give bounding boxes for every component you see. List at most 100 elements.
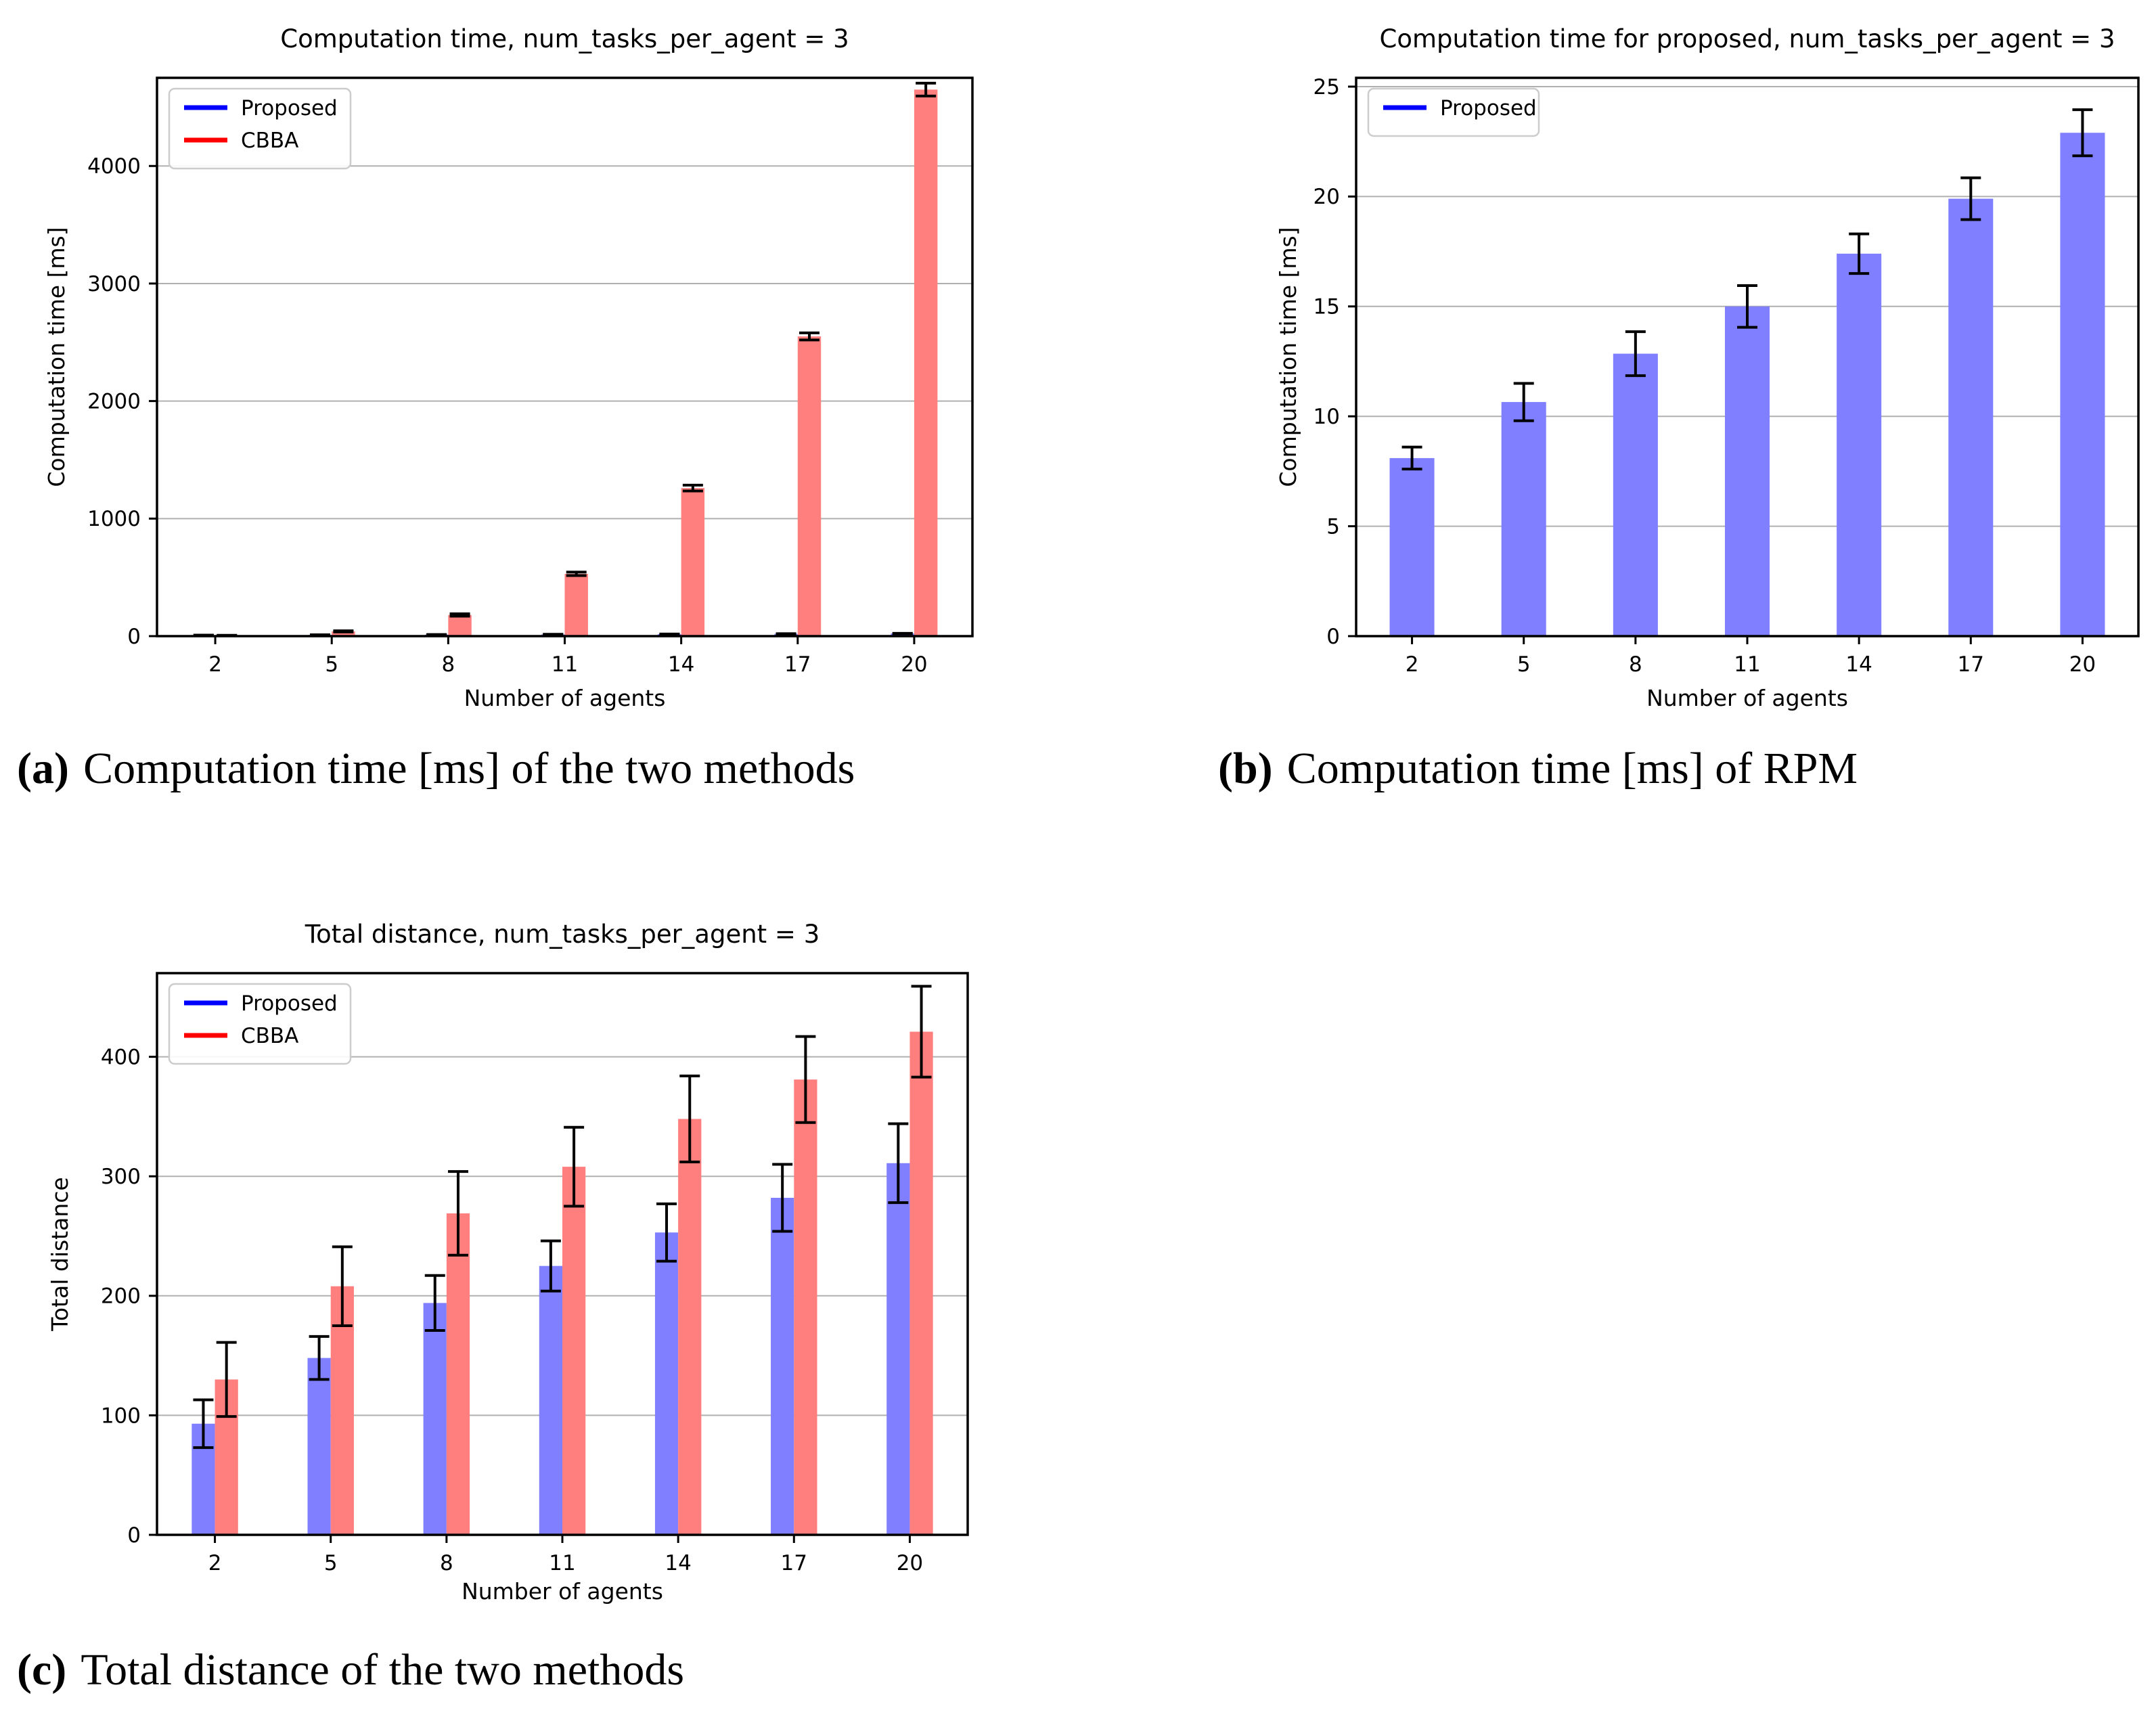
bar-cbba-8	[446, 1213, 470, 1535]
chart-title: Computation time for proposed, num_tasks…	[1380, 24, 2115, 53]
x-tick-label: 17	[781, 1551, 807, 1575]
bar-cbba-14	[681, 488, 705, 636]
error-bar-proposed-11	[540, 1239, 561, 1293]
x-tick-label: 5	[1517, 652, 1531, 677]
bar-proposed-8	[423, 1303, 447, 1535]
bar-proposed-20	[886, 1163, 910, 1535]
x-tick-label: 8	[441, 652, 455, 677]
error-bar-proposed-2	[193, 1398, 214, 1450]
bar-proposed-5	[307, 1358, 331, 1535]
caption-c: (c) Total distance of the two methods	[17, 1644, 684, 1696]
x-axis-label: Number of agents	[462, 1578, 663, 1605]
chart-c-svg: 0 100 200 300 400 2 5 8 11 14 17 20 Number of agents…	[47, 920, 969, 1605]
caption-c-label: (c)	[17, 1645, 67, 1695]
bar-cbba-8	[448, 614, 472, 636]
chart-c-total-distance: 0 100 200 300 400 2 5 8 11 14 17 20 Number of agents…	[0, 900, 981, 1631]
error-bar-cbba-8	[447, 1170, 468, 1257]
legend-label-proposed: Proposed	[1440, 96, 1537, 120]
caption-b-label: (b)	[1218, 744, 1273, 793]
x-axis-label: Number of agents	[464, 685, 666, 711]
caption-a-text: Computation time [ms] of the two methods	[83, 744, 855, 793]
x-axis-label: Number of agents	[1646, 685, 1848, 711]
x-tick-label: 5	[325, 652, 338, 677]
x-tick-label: 11	[1734, 652, 1760, 677]
caption-c-text: Total distance of the two methods	[81, 1645, 685, 1695]
bar-cbba-20	[914, 89, 938, 637]
bar-proposed-14	[1837, 253, 1882, 636]
error-bar-proposed-17	[772, 1163, 793, 1233]
y-tick-label: 20	[1313, 185, 1340, 209]
x-tick-label: 20	[897, 1551, 923, 1575]
bar-cbba-14	[678, 1119, 702, 1535]
error-bar-proposed-17	[1960, 176, 1981, 221]
bar-cbba-17	[797, 336, 822, 636]
legend-label-cbba: CBBA	[241, 1024, 298, 1048]
x-tick-label: 20	[901, 652, 927, 677]
x-tick-label: 11	[549, 1551, 575, 1575]
y-tick-label: 0	[127, 625, 141, 649]
error-bar-cbba-11	[564, 1125, 585, 1208]
y-axis-label: Computation time [ms]	[43, 227, 70, 487]
y-tick-label: 0	[1326, 625, 1340, 649]
legend-label-proposed: Proposed	[241, 96, 338, 120]
y-tick-label: 5	[1326, 514, 1340, 539]
x-tick-label: 8	[1629, 652, 1642, 677]
bar-cbba-11	[562, 1167, 586, 1535]
error-bar-proposed-14	[656, 1202, 677, 1263]
y-axis-label: Computation time [ms]	[1275, 227, 1301, 487]
error-bar-cbba-17	[795, 1035, 816, 1124]
legend: Proposed CBBA	[168, 87, 352, 170]
y-tick-label: 0	[127, 1523, 141, 1548]
y-tick-label: 15	[1313, 295, 1340, 319]
y-tick-label: 300	[101, 1165, 141, 1189]
y-tick-label: 400	[101, 1045, 141, 1069]
y-tick-label: 10	[1313, 405, 1340, 429]
chart-title: Computation time, num_tasks_per_agent = …	[280, 24, 849, 53]
bar-proposed-5	[1501, 402, 1546, 636]
error-bar-proposed-20	[2072, 108, 2093, 158]
bar-cbba-17	[794, 1079, 817, 1535]
bar-cbba-5	[330, 1286, 354, 1535]
x-tick-label: 14	[665, 1551, 691, 1575]
error-bar-proposed-5	[1513, 382, 1534, 422]
bar-proposed-14	[654, 1232, 679, 1535]
x-tick-label: 2	[1406, 652, 1419, 677]
caption-b-text: Computation time [ms] of RPM	[1286, 744, 1858, 793]
legend-box	[1367, 87, 1540, 137]
x-tick-label: 14	[1845, 652, 1872, 677]
legend-label-cbba: CBBA	[241, 129, 298, 153]
legend: Proposed CBBA	[168, 983, 352, 1065]
bar-proposed-11	[1724, 306, 1770, 636]
error-bar-proposed-5	[309, 1335, 330, 1381]
error-bar-proposed-8	[1625, 330, 1646, 378]
y-tick-label: 2000	[87, 389, 141, 413]
bar-proposed-11	[539, 1265, 562, 1535]
bar-proposed-2	[1389, 457, 1435, 636]
y-axis-label: Total distance	[47, 1177, 73, 1331]
chart-b-computation-time-proposed: 0 5 10 15 20 25 2 5 8 11 14 17 20 Number of agents Com…	[1141, 7, 2156, 738]
chart-title: Total distance, num_tasks_per_agent = 3	[305, 920, 820, 949]
error-bar-cbba-14	[679, 1074, 700, 1164]
x-tick-label: 14	[668, 652, 694, 677]
legend: Proposed	[1367, 87, 1540, 137]
error-bar-proposed-2	[1401, 445, 1422, 471]
bar-proposed-8	[1613, 353, 1658, 636]
y-tick-label: 200	[101, 1284, 141, 1309]
bar-proposed-17	[771, 1198, 794, 1535]
error-bar-cbba-11	[566, 570, 587, 577]
bar-cbba-20	[909, 1031, 933, 1535]
error-bar-cbba-2	[216, 1341, 237, 1418]
legend-label-proposed: Proposed	[241, 991, 338, 1016]
y-tick-label: 1000	[87, 507, 141, 531]
y-tick-label: 3000	[87, 272, 141, 296]
x-tick-label: 17	[1958, 652, 1984, 677]
error-bar-cbba-5	[332, 1245, 353, 1327]
x-tick-label: 17	[784, 652, 811, 677]
x-tick-label: 5	[324, 1551, 338, 1575]
bar-proposed-17	[1948, 198, 1994, 636]
bar-cbba-11	[564, 573, 588, 636]
error-bar-proposed-20	[888, 1122, 909, 1205]
error-bar-cbba-17	[799, 331, 819, 342]
x-tick-label: 20	[2069, 652, 2096, 677]
